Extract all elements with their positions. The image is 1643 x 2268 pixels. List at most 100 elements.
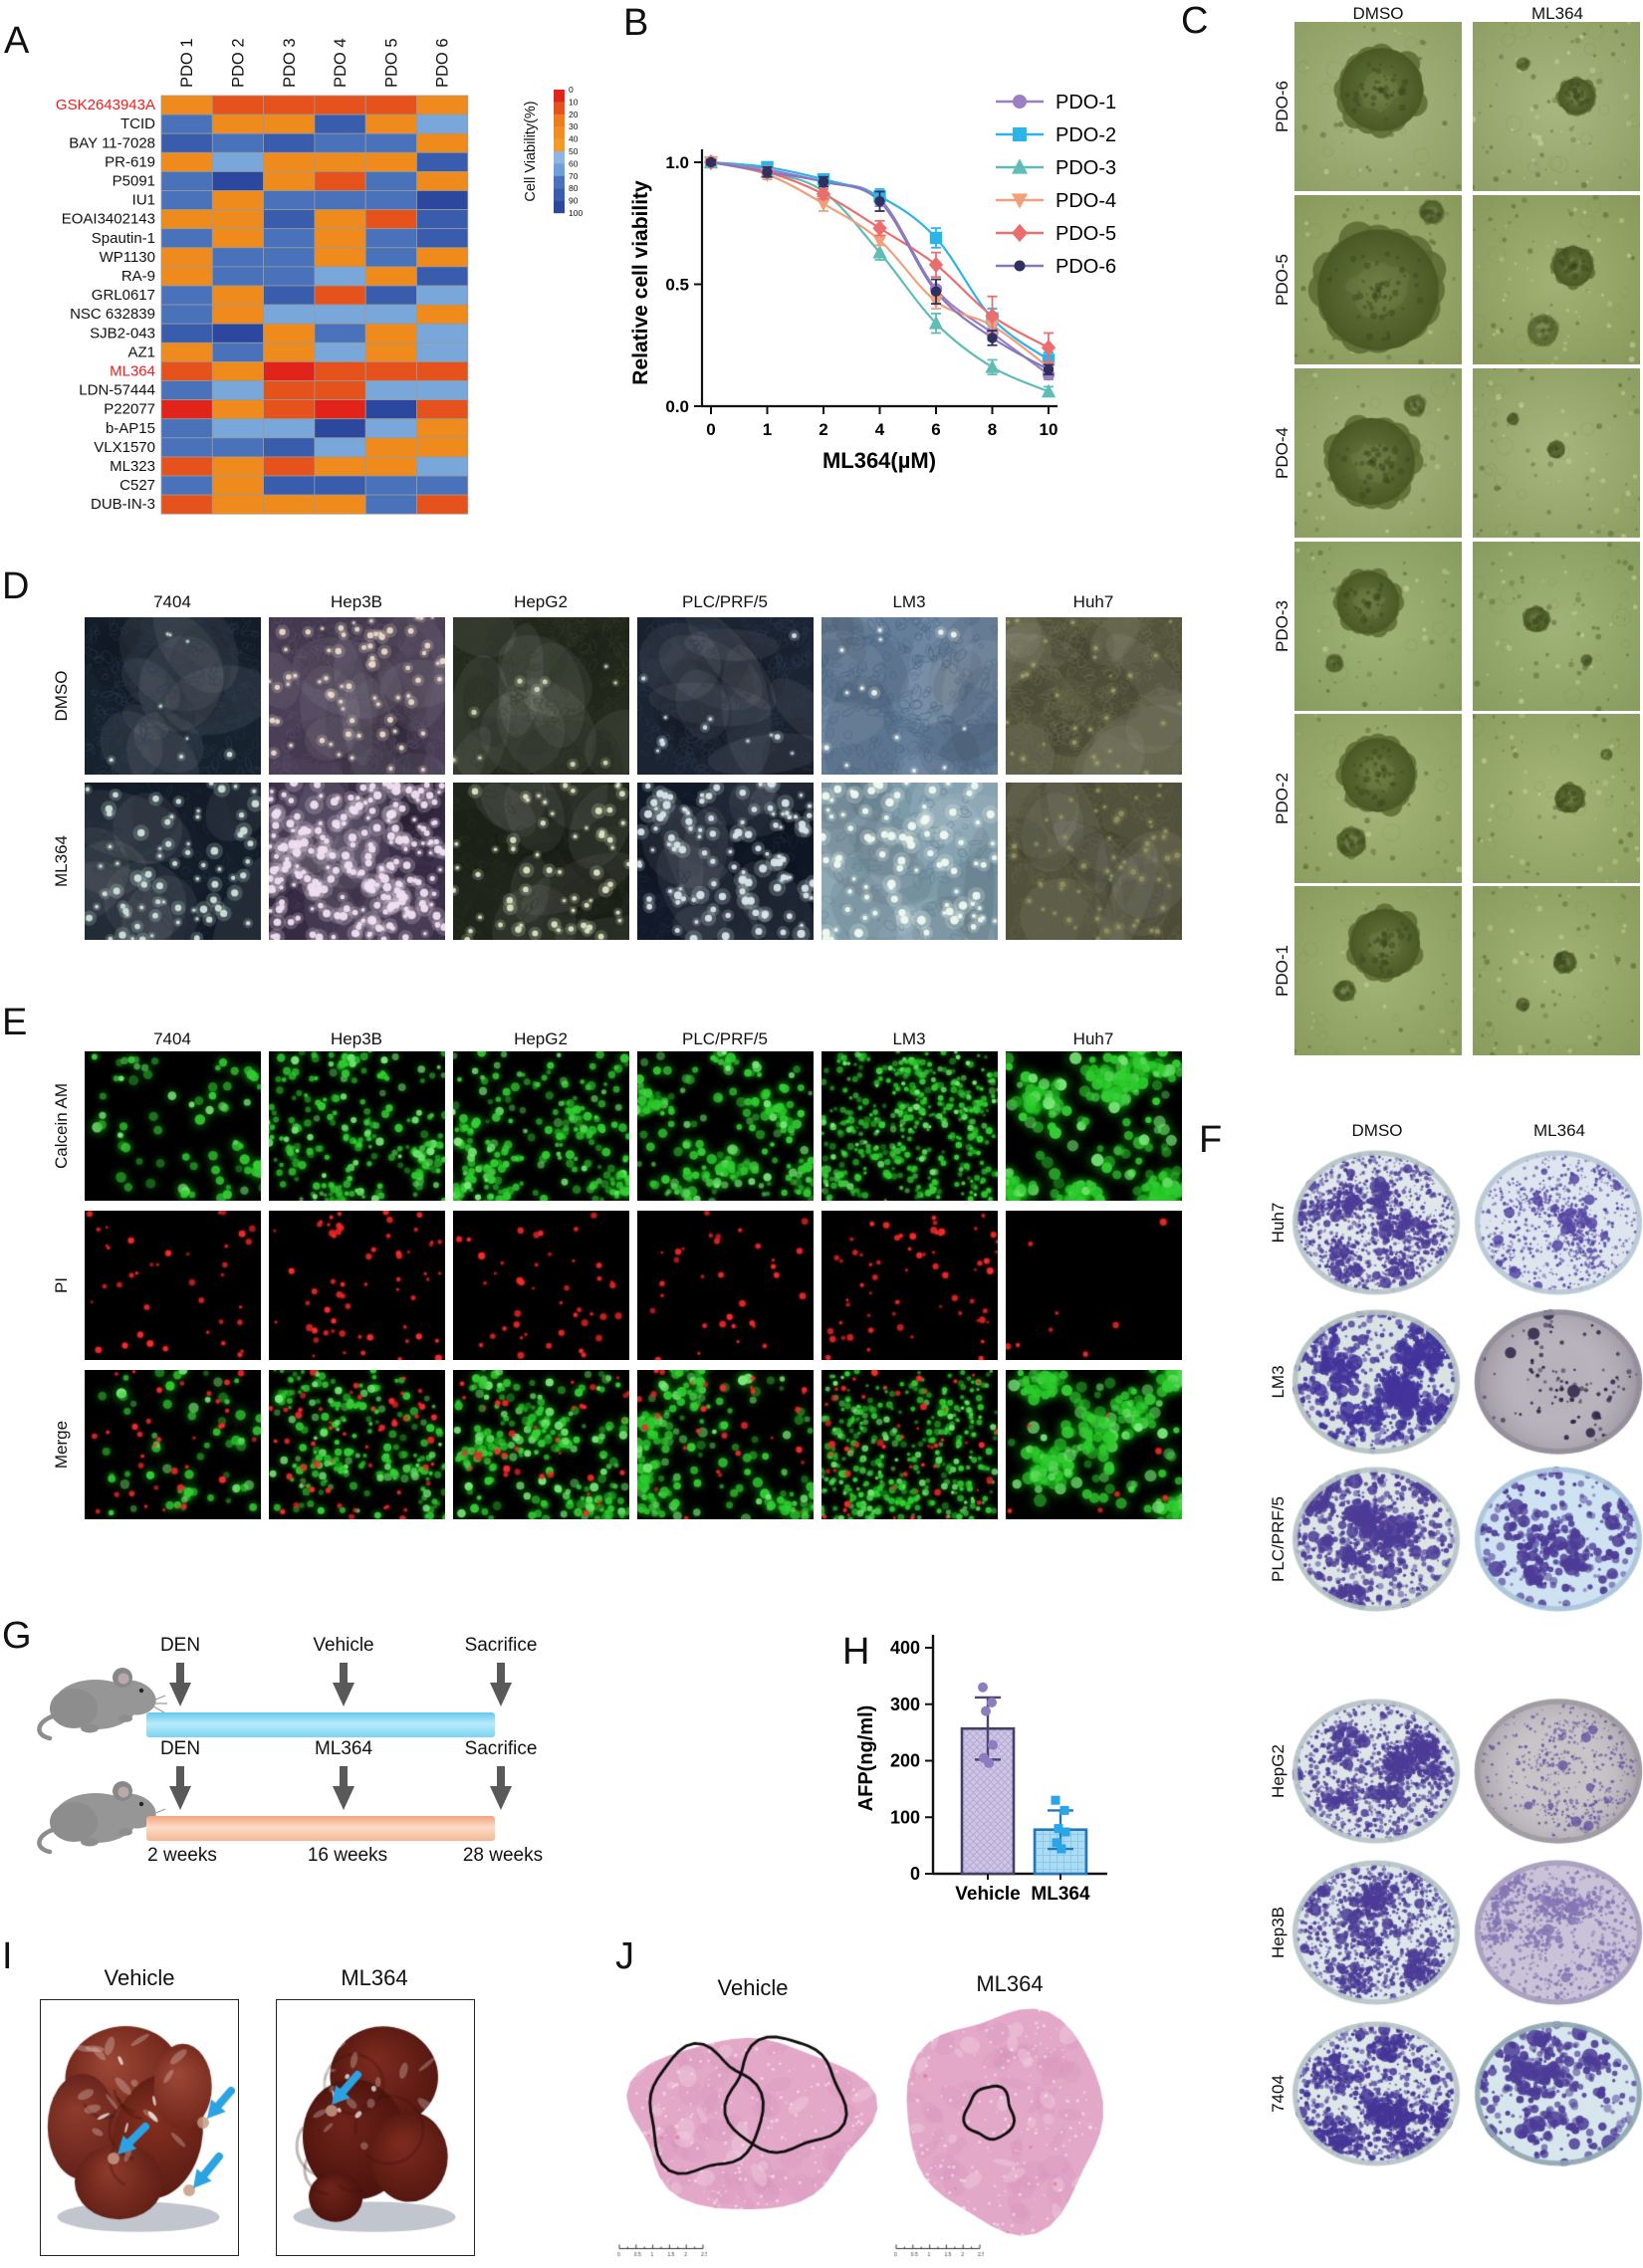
cell-image-ml364 [822,783,998,940]
svg-text:SJB2-043: SJB2-043 [90,325,155,341]
svg-text:40: 40 [569,134,579,144]
cell-image-dmso [637,617,814,775]
panel-e-row-label: Merge [52,1420,71,1470]
drug-screen-heatmap: GSK2643943A TCID BAY 11-7028 PR-619 P5091 IU1… [56,38,583,515]
cell-image-ml364 [85,783,261,940]
svg-text:PDO-3: PDO-3 [1056,157,1116,179]
svg-text:10: 10 [569,97,579,107]
svg-text:ML323: ML323 [110,458,155,475]
panel-j-label: J [615,1935,634,1977]
merge-image [269,1370,445,1519]
timeline-week-label: 28 weeks [462,1845,544,1866]
merge-image [637,1370,814,1519]
svg-text:TCID: TCID [120,115,155,132]
svg-text:90: 90 [569,196,579,206]
calcein-am-image [822,1051,998,1201]
panel-d-row-label: DMSO [52,670,71,722]
panel-c-row-label: PDO-2 [1273,773,1291,824]
cell-image-dmso [269,617,445,775]
organoid-image-dmso [1294,542,1462,711]
pi-image [1006,1211,1182,1360]
timeline-bar-ml364 [146,1816,495,1841]
colony-dish-dmso [1291,1148,1462,1297]
panel-c-row-label: PDO-6 [1273,81,1291,132]
merge-image [453,1370,629,1519]
svg-text:100: 100 [890,1807,920,1827]
svg-text:50: 50 [569,146,579,156]
scale-bar [617,2244,707,2262]
svg-text:0.5: 0.5 [665,276,689,295]
panel-e-label: E [2,1002,28,1043]
organoid-image-ml364 [1473,714,1640,883]
merge-image [85,1370,261,1519]
svg-text:PDO-5: PDO-5 [1056,223,1116,245]
calcein-am-image [453,1051,629,1201]
svg-text:6: 6 [931,420,940,439]
panel-c-row-label: PDO-4 [1273,427,1291,479]
cell-image-dmso [822,617,998,775]
svg-text:0: 0 [569,85,574,95]
colony-dish-dmso [1291,1697,1462,1846]
colony-dish-dmso [1291,1307,1462,1457]
svg-text:200: 200 [890,1751,920,1771]
panel-i-title-ml364: ML364 [341,1965,408,1990]
svg-text:300: 300 [890,1695,920,1714]
panel-d-col-header: LM3 [892,592,926,611]
svg-text:PDO 4: PDO 4 [332,38,350,88]
panel-e-col-header: PLC/PRF/5 [682,1029,768,1048]
svg-text:WP1130: WP1130 [100,249,155,266]
svg-text:10: 10 [1040,420,1058,439]
panel-c-row-label: PDO-3 [1273,600,1291,652]
svg-text:1.0: 1.0 [665,153,689,172]
svg-text:80: 80 [569,183,579,193]
pi-image [85,1211,261,1360]
svg-text:VLX1570: VLX1570 [94,439,155,456]
down-arrow-icon [489,1661,513,1713]
pi-image [453,1211,629,1360]
svg-text:PDO-4: PDO-4 [1056,190,1116,212]
organoid-image-dmso [1294,22,1462,191]
svg-text:EOAI3402143: EOAI3402143 [62,211,155,228]
svg-text:400: 400 [890,1638,920,1658]
cell-image-dmso [453,617,629,775]
panel-f-col-header-dmso: DMSO [1351,1121,1403,1140]
down-arrow-icon [332,1661,355,1713]
cell-image-ml364 [637,783,814,940]
svg-text:Relative cell viability: Relative cell viability [629,180,652,385]
panel-a-label: A [4,20,30,62]
organoid-image-dmso [1294,714,1462,883]
he-section-vehicle [615,2013,882,2222]
svg-text:P22077: P22077 [104,401,155,418]
panel-e-col-header: HepG2 [514,1029,568,1048]
calcein-am-image [637,1051,814,1201]
calcein-am-image [269,1051,445,1201]
svg-text:70: 70 [569,171,579,181]
panel-e-row-label: Calcein AM [52,1083,71,1169]
svg-text:BAY 11-7028: BAY 11-7028 [69,134,155,151]
svg-text:ML364(µM): ML364(µM) [822,448,936,473]
panel-f-col-header-ml364: ML364 [1533,1121,1585,1140]
svg-text:20: 20 [569,110,579,119]
panel-d-col-header: 7404 [153,592,191,611]
calcein-am-image [1006,1051,1182,1201]
svg-text:GSK2643943A: GSK2643943A [56,97,155,113]
down-arrow-icon [168,1661,192,1713]
organoid-image-ml364 [1473,22,1640,191]
svg-text:P5091: P5091 [113,173,155,190]
svg-text:C527: C527 [119,477,155,494]
timeline-label-sacrifice-1: Sacrifice [464,1635,538,1656]
svg-text:PDO 5: PDO 5 [382,38,400,88]
organoid-image-ml364 [1473,195,1640,364]
svg-text:PDO-6: PDO-6 [1056,256,1116,278]
mouse-icon [30,1766,169,1866]
he-section-ml364 [892,1991,1119,2240]
afp-bar-chart: 0 100 200 300 400 AFP(ng/ml) Vehicle ML364 [855,1635,1107,1905]
cell-image-dmso [85,617,261,775]
cell-image-ml364 [269,783,445,940]
svg-text:0: 0 [910,1864,920,1884]
svg-text:30: 30 [569,121,579,131]
colony-dish-dmso [1291,2019,1462,2168]
panel-f-row-label: Huh7 [1269,1202,1288,1244]
svg-text:PDO-1: PDO-1 [1056,92,1116,113]
panel-c-col-header-dmso: DMSO [1352,4,1404,23]
